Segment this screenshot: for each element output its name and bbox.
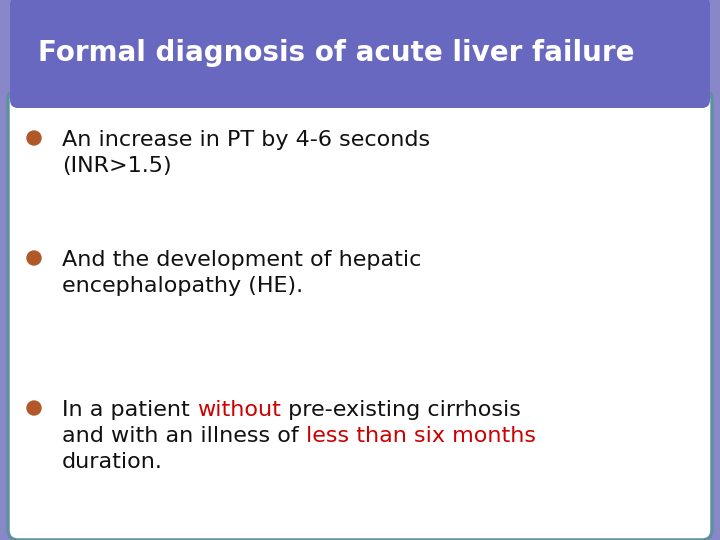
Text: An increase in PT by 4-6 seconds: An increase in PT by 4-6 seconds bbox=[62, 130, 430, 150]
Text: pre-existing cirrhosis: pre-existing cirrhosis bbox=[281, 400, 521, 420]
Text: and with an illness of: and with an illness of bbox=[62, 426, 306, 446]
Text: less than six months: less than six months bbox=[306, 426, 536, 446]
Text: (INR>1.5): (INR>1.5) bbox=[62, 156, 171, 176]
Circle shape bbox=[27, 131, 41, 145]
FancyBboxPatch shape bbox=[8, 90, 712, 540]
Circle shape bbox=[27, 401, 41, 415]
Circle shape bbox=[27, 251, 41, 265]
FancyBboxPatch shape bbox=[10, 0, 710, 108]
Text: And the development of hepatic: And the development of hepatic bbox=[62, 250, 421, 270]
Bar bbox=[18, 80, 702, 100]
Text: encephalopathy (HE).: encephalopathy (HE). bbox=[62, 276, 303, 296]
Text: In a patient: In a patient bbox=[62, 400, 197, 420]
Text: duration.: duration. bbox=[62, 452, 163, 472]
Text: without: without bbox=[197, 400, 281, 420]
Text: Formal diagnosis of acute liver failure: Formal diagnosis of acute liver failure bbox=[38, 39, 634, 67]
